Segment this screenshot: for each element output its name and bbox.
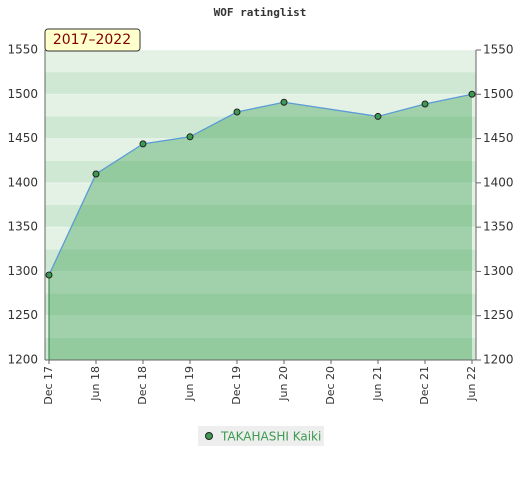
band [45, 271, 476, 294]
band [45, 249, 476, 272]
band [45, 160, 476, 183]
x-tick-label: Jun 20 [277, 366, 290, 402]
y2-tick-label: 1400 [483, 175, 514, 189]
y-tick-label: 1500 [7, 87, 38, 101]
y-tick-label: 1350 [7, 220, 38, 234]
y-tick-label: 1450 [7, 131, 38, 145]
x-tick-label: Dec 19 [230, 366, 243, 405]
area [49, 94, 472, 361]
band [45, 227, 476, 250]
x-tick-label: Dec 21 [418, 366, 431, 405]
point [468, 90, 476, 98]
x-tick-label: Jun 22 [465, 366, 478, 402]
point [280, 98, 288, 106]
y-tick-label: 1550 [7, 43, 38, 57]
y2-tick-label: 1450 [483, 131, 514, 145]
y2-tick-label: 1550 [483, 43, 514, 57]
x-tick-label: Dec 17 [42, 366, 55, 405]
band [45, 94, 476, 117]
point [139, 140, 147, 148]
y-tick-label: 1300 [7, 264, 38, 278]
band [45, 116, 476, 139]
point [186, 133, 194, 141]
y2-tick-label: 1200 [483, 353, 514, 367]
band [45, 315, 476, 338]
x-tick-label: Jun 21 [371, 366, 384, 402]
y-tick-label: 1200 [7, 353, 38, 367]
plot: 1200 1250 1300 1350 1400 1450 1500 1550 1200 1250… [7, 43, 513, 405]
legend-entry: TAKAHASHI Kaiki [220, 430, 321, 444]
y2-tick-label: 1300 [483, 264, 514, 278]
y-tick-label: 1400 [7, 175, 38, 189]
band [45, 50, 476, 73]
x-tick-label: Jun 19 [183, 366, 196, 402]
point [421, 100, 429, 108]
legend-box [198, 426, 324, 446]
band [45, 293, 476, 316]
point [45, 271, 53, 279]
band [45, 337, 476, 360]
band [45, 205, 476, 228]
x-tick-label: Dec 18 [136, 366, 149, 405]
band [45, 182, 476, 205]
badge: 2017–2022 [53, 32, 131, 48]
x-tick-label: Jun 18 [89, 366, 102, 402]
legend-marker [205, 432, 213, 440]
badge-box [44, 28, 141, 52]
band [45, 138, 476, 161]
point [374, 112, 382, 120]
y2-tick-label: 1500 [483, 87, 514, 101]
x-tick-label: Dec 20 [324, 366, 337, 405]
y2-tick-label: 1250 [483, 308, 514, 322]
y2-tick-label: 1350 [483, 220, 514, 234]
chart-title: WOF ratinglist [214, 6, 307, 19]
point [92, 170, 100, 178]
band [45, 72, 476, 95]
y-tick-label: 1250 [7, 308, 38, 322]
point [233, 108, 241, 116]
